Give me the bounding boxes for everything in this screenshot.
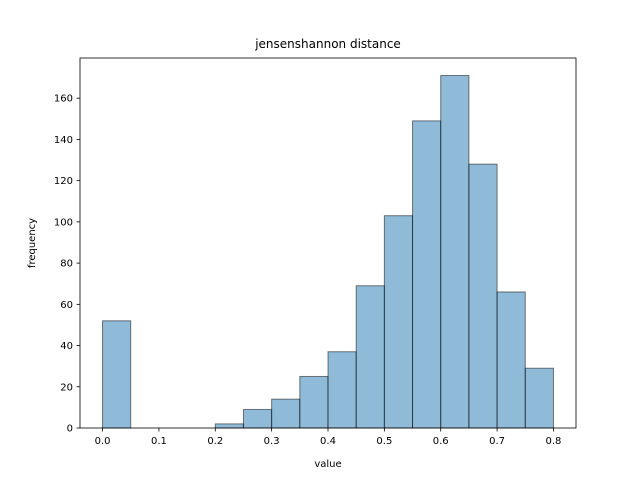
x-tick-label: 0.3 [264,436,280,447]
y-tick-label: 140 [54,135,73,146]
y-tick-label: 60 [60,300,73,311]
histogram-bar-15 [524,367,554,429]
x-tick-label: 0.2 [207,436,223,447]
x-tick-label: 0.0 [95,436,111,447]
x-tick-label: 0.7 [489,436,505,447]
y-axis: 0 20 40 60 80 100 120 140 160 [54,94,80,435]
y-tick-label: 100 [54,217,73,228]
histogram-bar-8 [327,351,357,429]
x-tick-label: 0.8 [546,436,562,447]
y-axis-label: frequency [27,218,38,268]
y-tick-label: 120 [54,176,73,187]
x-axis-label: value [314,459,341,470]
y-tick-label: 20 [60,382,73,393]
bars-group [102,75,554,429]
y-tick-label: 80 [60,259,73,270]
histogram-bar-14 [496,291,526,429]
x-tick-label: 0.6 [433,436,449,447]
histogram-bar-12 [440,75,470,429]
x-tick-label: 0.1 [151,436,167,447]
histogram-bar-11 [412,120,442,429]
histogram-bar-10 [383,215,414,429]
x-tick-label: 0.5 [376,436,392,447]
y-tick-label: 0 [67,424,73,435]
histogram-bar-7 [299,375,329,429]
x-axis: 0.0 0.1 0.2 0.3 0.4 0.5 0.6 0.7 0.8 [95,428,562,447]
histogram-bar-6 [271,398,301,429]
histogram-bar-0 [102,320,132,429]
histogram-bar-9 [355,285,385,429]
chart-title: jensenshannon distance [254,37,401,51]
histogram-bar-5 [242,408,273,429]
y-tick-label: 160 [54,94,73,105]
x-tick-label: 0.4 [320,436,336,447]
y-tick-label: 40 [60,341,73,352]
histogram-bar-13 [468,163,498,429]
histogram-bar-4 [214,423,244,429]
